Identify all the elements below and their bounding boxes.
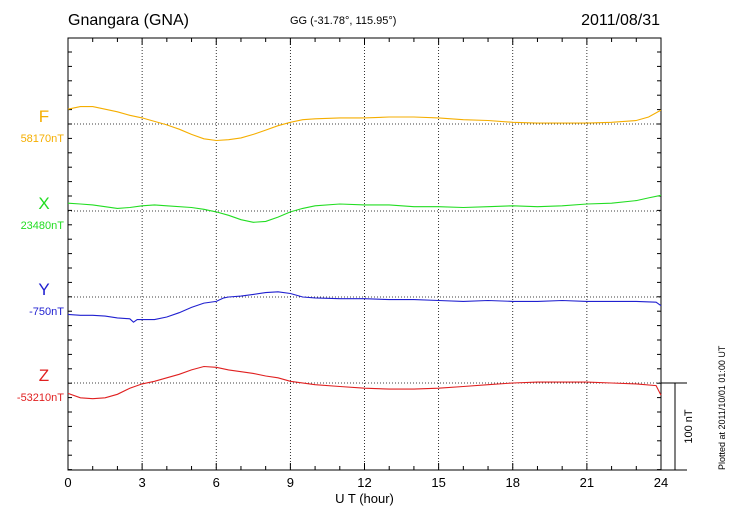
x-axis-label: U T (hour) xyxy=(335,491,394,506)
series-name-x: X xyxy=(38,194,49,213)
series-baseline-z: -53210nT xyxy=(17,392,64,404)
series-name-f: F xyxy=(39,107,49,126)
x-tick-label: 15 xyxy=(431,475,445,490)
x-tick-label: 21 xyxy=(580,475,594,490)
date-label: 2011/08/31 xyxy=(581,12,660,29)
series-name-z: Z xyxy=(39,366,49,385)
plotted-note: Plotted at 2011/10/01 01:00 UT xyxy=(717,345,727,470)
series-baseline-x: 23480nT xyxy=(21,220,65,232)
scale-bar-label: 100 nT xyxy=(683,409,695,444)
series-line-f xyxy=(67,106,662,142)
series-baseline-y: -750nT xyxy=(29,306,64,318)
x-tick-label: 3 xyxy=(139,475,146,490)
series-name-y: Y xyxy=(38,280,49,299)
x-tick-label: 0 xyxy=(64,475,71,490)
x-tick-label: 24 xyxy=(654,475,668,490)
coordinates-label: GG (-31.78°, 115.95°) xyxy=(290,15,397,27)
series-line-y xyxy=(67,291,662,323)
x-tick-label: 12 xyxy=(357,475,371,490)
series-line-x xyxy=(67,194,662,223)
x-tick-label: 18 xyxy=(506,475,520,490)
series-line-z xyxy=(67,365,662,400)
station-title: Gnangara (GNA) xyxy=(68,12,189,29)
series-baseline-f: 58170nT xyxy=(21,133,65,145)
x-tick-label: 6 xyxy=(213,475,220,490)
x-tick-label: 9 xyxy=(287,475,294,490)
